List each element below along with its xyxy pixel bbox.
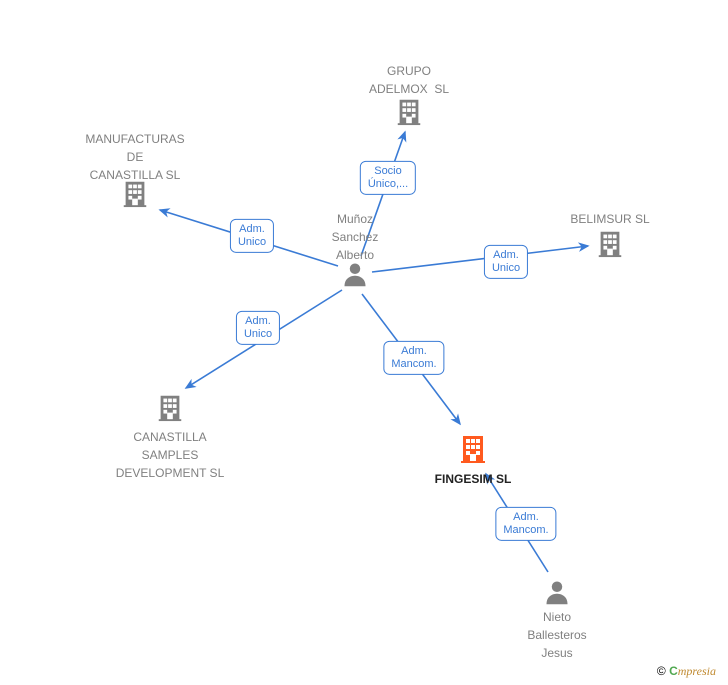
brand-initial: C <box>669 664 678 678</box>
building-icon <box>457 432 489 464</box>
building-icon <box>155 392 185 422</box>
node-label-manufacturas: MANUFACTURAS DE CANASTILLA SL <box>85 130 184 184</box>
node-label-fingesim: FINGESIM SL <box>435 470 512 488</box>
person-icon <box>341 260 369 288</box>
edge-label-center_person-belimsur: Adm. Unico <box>484 245 528 279</box>
edge-label-center_person-fingesim: Adm. Mancom. <box>383 341 444 375</box>
node-label-canastilla_samples: CANASTILLA SAMPLES DEVELOPMENT SL <box>116 428 224 482</box>
person-icon <box>543 578 571 606</box>
node-icon-nieto[interactable] <box>543 578 571 611</box>
node-icon-grupo_adelmox[interactable] <box>394 96 424 131</box>
node-label-center_person: Muñoz Sanchez Alberto <box>332 210 379 264</box>
node-label-grupo_adelmox: GRUPO ADELMOX SL <box>369 62 449 98</box>
edge-label-center_person-canastilla_samples: Adm. Unico <box>236 311 280 345</box>
building-icon <box>595 228 625 258</box>
diagram-canvas: Muñoz Sanchez Alberto GRUPO ADELMOX SL M… <box>0 0 728 685</box>
edge-label-nieto-fingesim: Adm. Mancom. <box>495 507 556 541</box>
edges-layer <box>0 0 728 685</box>
node-icon-fingesim[interactable] <box>457 432 489 469</box>
edge-label-center_person-manufacturas: Adm. Unico <box>230 219 274 253</box>
footer-branding: © Cmpresia <box>657 664 716 679</box>
edge-label-center_person-grupo_adelmox: Socio Único,... <box>360 161 416 195</box>
node-label-nieto: Nieto Ballesteros Jesus <box>527 608 586 662</box>
node-icon-center_person[interactable] <box>341 260 369 293</box>
node-icon-canastilla_samples[interactable] <box>155 392 185 427</box>
copyright-symbol: © <box>657 664 666 678</box>
node-label-belimsur: BELIMSUR SL <box>570 210 649 228</box>
building-icon <box>394 96 424 126</box>
brand-rest: mpresia <box>678 664 716 678</box>
edge-center_person-belimsur <box>372 246 588 272</box>
node-icon-belimsur[interactable] <box>595 228 625 263</box>
